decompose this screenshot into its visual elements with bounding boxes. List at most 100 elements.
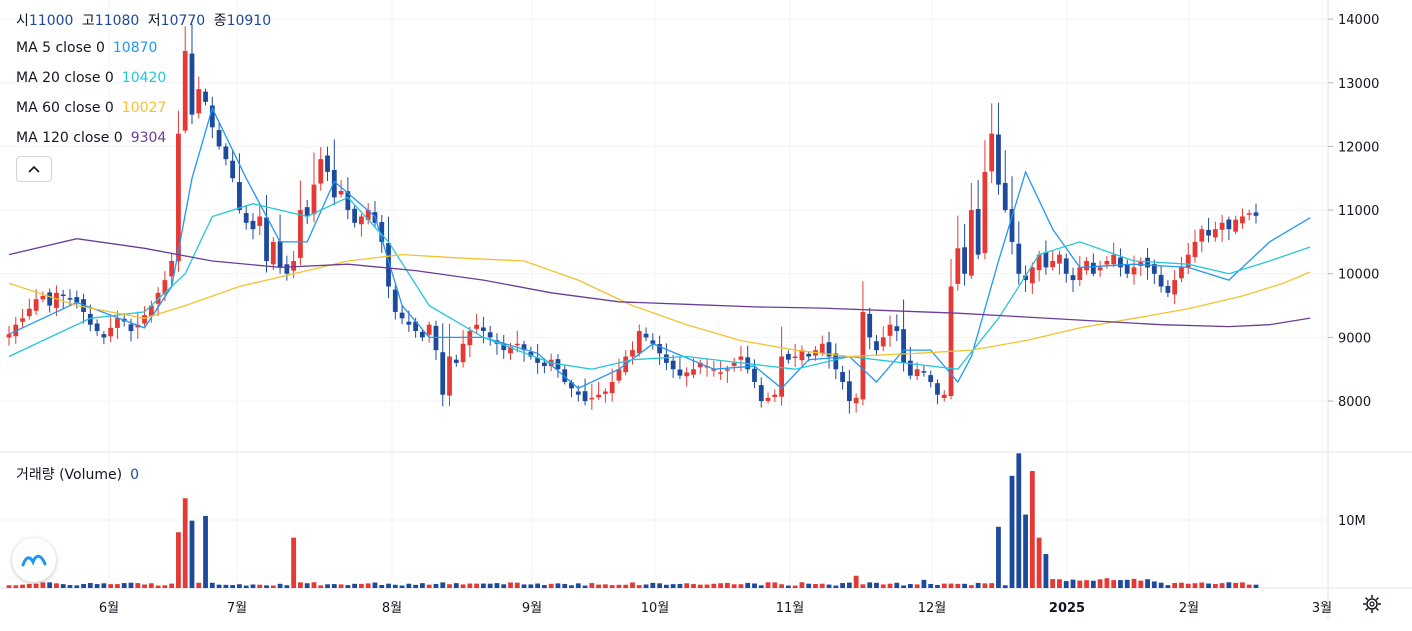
volume-bar	[874, 582, 879, 588]
volume-bar	[1124, 579, 1130, 588]
volume-bar	[1226, 582, 1232, 588]
ma20-line	[8, 196, 1311, 370]
volume-bar	[440, 582, 446, 588]
volume-bar	[474, 583, 480, 588]
volume-bar	[1172, 582, 1178, 588]
volume-bar	[386, 583, 391, 588]
open-value: 11000	[28, 13, 74, 29]
volume-bar	[1070, 579, 1076, 588]
volume-bar	[718, 583, 724, 588]
candle-body	[711, 369, 717, 371]
volume-bar	[1192, 583, 1198, 588]
volume-bar	[33, 583, 39, 588]
candle-body	[596, 394, 602, 398]
candle-body	[738, 356, 744, 360]
volume-bar	[230, 585, 236, 588]
candle-body	[826, 342, 832, 357]
volume-bar	[996, 526, 1001, 588]
candle-body	[1206, 229, 1211, 236]
time-tick-label: 8월	[382, 601, 402, 616]
candle-body	[379, 222, 385, 242]
volume-bar	[494, 583, 500, 588]
candle-body	[176, 133, 181, 262]
volume-bar	[663, 584, 669, 588]
volume-tick-label: 10M	[1338, 514, 1366, 529]
candle-body	[6, 334, 12, 338]
volume-bar	[359, 583, 364, 588]
candle-body	[1050, 261, 1056, 268]
volume-bar	[569, 585, 574, 588]
candle-body	[291, 261, 297, 271]
time-tick-label: 2025	[1049, 601, 1085, 616]
volume-bar	[745, 582, 751, 588]
volume-bar	[609, 585, 615, 588]
tradingview-logo[interactable]	[12, 538, 56, 582]
volume-bar	[487, 583, 493, 588]
candle-body	[67, 298, 73, 300]
candle-body	[426, 324, 432, 335]
volume-bar	[142, 584, 147, 588]
candle-body	[54, 292, 59, 308]
candle-body	[467, 331, 473, 346]
candle-body	[867, 313, 873, 338]
volume-bar	[1145, 579, 1150, 588]
candle-body	[616, 369, 622, 381]
volume-bar	[13, 585, 19, 588]
high-value: 11080	[94, 13, 140, 29]
volume-bar	[257, 584, 263, 588]
candle-body	[684, 372, 690, 377]
volume-bar	[935, 585, 940, 588]
volume-bar	[481, 583, 486, 588]
volume-bar	[508, 582, 513, 588]
volume-bar	[582, 585, 588, 588]
volume-bar	[365, 583, 371, 588]
candle-body	[928, 375, 934, 382]
volume-bar	[1097, 579, 1103, 588]
candle-body	[907, 360, 913, 376]
candle-body	[1043, 252, 1049, 268]
volume-bar	[325, 584, 330, 588]
candle-body	[1002, 183, 1008, 211]
candle-body	[447, 356, 452, 396]
volume-bar	[467, 583, 473, 588]
volume-bar	[264, 585, 269, 588]
volume-legend[interactable]: 거래량 (Volume) 0	[16, 464, 139, 484]
candle-body	[589, 397, 595, 400]
settings-button[interactable]	[1360, 594, 1384, 618]
candle-body	[1104, 261, 1110, 265]
ma60-legend[interactable]: MA 60 close 0 10027	[16, 100, 166, 116]
candle-body	[1199, 229, 1205, 242]
ma120-value: 9304	[130, 130, 167, 146]
collapse-legend-button[interactable]	[16, 156, 52, 182]
volume-bar	[833, 585, 839, 588]
volume-bar	[921, 579, 927, 588]
volume-bar	[575, 583, 581, 588]
candle-body	[487, 332, 493, 338]
volume-bar	[860, 584, 866, 588]
volume-bar	[277, 583, 283, 588]
ma20-legend[interactable]: MA 20 close 0 10420	[16, 70, 166, 86]
ma5-legend[interactable]: MA 5 close 0 10870	[16, 40, 157, 56]
candle-body	[1097, 267, 1103, 271]
candle-body	[914, 369, 920, 377]
candle-body	[392, 289, 398, 312]
candle-body	[724, 369, 730, 371]
candle-body	[135, 324, 141, 328]
ma120-legend[interactable]: MA 120 close 0 9304	[16, 130, 166, 146]
candle-body	[47, 292, 53, 306]
candle-body	[792, 356, 798, 359]
volume-bar	[907, 584, 913, 588]
candle-body	[440, 352, 446, 395]
volume-bar	[670, 584, 676, 588]
volume-bar	[399, 585, 405, 588]
volume-bar	[501, 584, 507, 588]
candle-body	[955, 248, 961, 284]
volume-bar	[54, 583, 59, 588]
candle-body	[40, 296, 46, 300]
candle-body	[209, 105, 215, 128]
volume-bar	[1009, 475, 1015, 588]
volume-bar	[1023, 514, 1028, 588]
volume-bar	[6, 585, 12, 588]
candle-body	[298, 210, 303, 258]
